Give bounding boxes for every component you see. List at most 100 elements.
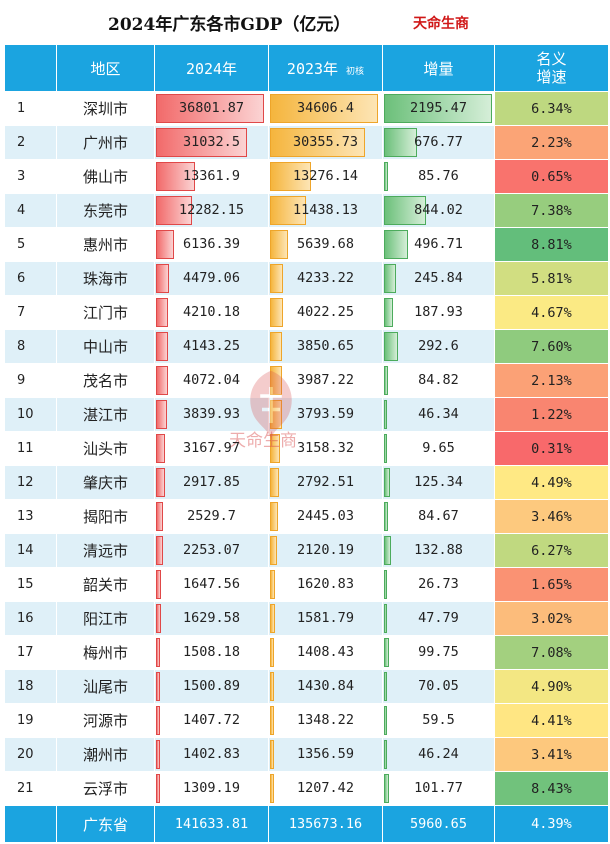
gdp2023-value: 4233.22 xyxy=(297,270,354,286)
increase-value: 2195.47 xyxy=(410,100,467,116)
gdp2024-value: 2917.85 xyxy=(183,474,240,490)
gdp2024-bar xyxy=(156,128,247,157)
table-row: 1 深圳市 36801.87 34606.4 2195.47 6.34% xyxy=(4,91,609,126)
gdp2023-value: 2120.19 xyxy=(297,542,354,558)
table-body: 1 深圳市 36801.87 34606.4 2195.47 6.34% 2 广州市 31032… xyxy=(4,91,609,806)
rank-cell: 21 xyxy=(4,771,57,806)
gdp2024-cell: 2529.7 xyxy=(154,499,269,534)
gdp2023-bar xyxy=(270,332,282,361)
gdp2024-cell: 3839.93 xyxy=(154,397,269,432)
growth-cell: 6.34% xyxy=(494,91,609,126)
header-2023-label: 2023年 xyxy=(286,59,339,78)
increase-value: 70.05 xyxy=(418,678,459,694)
city-cell: 江门市 xyxy=(56,295,155,330)
increase-value: 9.65 xyxy=(422,440,455,456)
city-cell: 阳江市 xyxy=(56,601,155,636)
gdp2024-bar xyxy=(156,400,167,429)
city-cell: 茂名市 xyxy=(56,363,155,398)
table-row: 11 汕头市 3167.97 3158.32 9.65 0.31% xyxy=(4,431,609,466)
increase-bar xyxy=(384,672,387,701)
increase-bar xyxy=(384,638,389,667)
increase-bar xyxy=(384,706,387,735)
table-row: 2 广州市 31032.5 30355.73 676.77 2.23% xyxy=(4,125,609,160)
gdp2023-cell: 3158.32 xyxy=(268,431,383,466)
growth-cell: 0.31% xyxy=(494,431,609,466)
gdp2023-value: 1408.43 xyxy=(297,644,354,660)
table-row: 8 中山市 4143.25 3850.65 292.6 7.60% xyxy=(4,329,609,364)
increase-cell: 59.5 xyxy=(382,703,495,738)
growth-cell: 5.81% xyxy=(494,261,609,296)
gdp2024-value: 1629.58 xyxy=(183,610,240,626)
gdp2023-bar xyxy=(270,536,277,565)
rank-cell: 2 xyxy=(4,125,57,160)
gdp2023-cell: 1620.83 xyxy=(268,567,383,602)
growth-cell: 4.67% xyxy=(494,295,609,330)
increase-cell: 46.24 xyxy=(382,737,495,772)
gdp2024-value: 4479.06 xyxy=(183,270,240,286)
table-row: 14 清远市 2253.07 2120.19 132.88 6.27% xyxy=(4,533,609,568)
increase-value: 46.24 xyxy=(418,746,459,762)
gdp2023-cell: 2792.51 xyxy=(268,465,383,500)
increase-value: 26.73 xyxy=(418,576,459,592)
table-row: 16 阳江市 1629.58 1581.79 47.79 3.02% xyxy=(4,601,609,636)
gdp2024-bar xyxy=(156,230,174,259)
increase-value: 101.77 xyxy=(414,780,463,796)
gdp2024-bar xyxy=(156,604,161,633)
rank-cell: 9 xyxy=(4,363,57,398)
gdp2024-bar xyxy=(156,672,160,701)
gdp2023-value: 3850.65 xyxy=(297,338,354,354)
gdp2023-value: 30355.73 xyxy=(292,134,359,150)
gdp2023-value: 3987.22 xyxy=(297,372,354,388)
gdp2024-cell: 1402.83 xyxy=(154,737,269,772)
header-increase: 增量 xyxy=(382,44,495,92)
increase-bar xyxy=(384,774,389,803)
gdp2023-bar xyxy=(270,502,278,531)
city-cell: 汕尾市 xyxy=(56,669,155,704)
gdp2024-bar xyxy=(156,536,163,565)
growth-cell: 2.23% xyxy=(494,125,609,160)
gdp2024-cell: 6136.39 xyxy=(154,227,269,262)
gdp2024-bar xyxy=(156,740,160,769)
rank-cell: 6 xyxy=(4,261,57,296)
gdp2023-value: 1348.22 xyxy=(297,712,354,728)
growth-cell: 7.38% xyxy=(494,193,609,228)
gdp2024-value: 4072.04 xyxy=(183,372,240,388)
rank-cell: 14 xyxy=(4,533,57,568)
increase-value: 187.93 xyxy=(414,304,463,320)
gdp2023-cell: 11438.13 xyxy=(268,193,383,228)
city-cell: 东莞市 xyxy=(56,193,155,228)
gdp2023-bar xyxy=(270,638,274,667)
increase-cell: 844.02 xyxy=(382,193,495,228)
gdp2024-bar xyxy=(156,468,165,497)
gdp2024-value: 6136.39 xyxy=(183,236,240,252)
gdp2024-bar xyxy=(156,298,168,327)
gdp2023-bar xyxy=(270,570,275,599)
increase-cell: 187.93 xyxy=(382,295,495,330)
rank-cell: 19 xyxy=(4,703,57,738)
table-row: 18 汕尾市 1500.89 1430.84 70.05 4.90% xyxy=(4,669,609,704)
gdp2024-cell: 4143.25 xyxy=(154,329,269,364)
header-2024: 2024年 xyxy=(154,44,269,92)
gdp2024-value: 13361.9 xyxy=(183,168,240,184)
increase-bar xyxy=(384,570,387,599)
increase-value: 132.88 xyxy=(414,542,463,558)
gdp2024-cell: 13361.9 xyxy=(154,159,269,194)
gdp2024-cell: 1407.72 xyxy=(154,703,269,738)
increase-bar xyxy=(384,196,426,225)
gdp2024-value: 1500.89 xyxy=(183,678,240,694)
city-cell: 梅州市 xyxy=(56,635,155,670)
gdp2024-cell: 3167.97 xyxy=(154,431,269,466)
growth-cell: 3.02% xyxy=(494,601,609,636)
gdp2024-cell: 12282.15 xyxy=(154,193,269,228)
gdp2024-bar xyxy=(156,774,160,803)
gdp2023-cell: 4233.22 xyxy=(268,261,383,296)
increase-bar xyxy=(384,94,492,123)
rank-cell: 1 xyxy=(4,91,57,126)
table-row: 15 韶关市 1647.56 1620.83 26.73 1.65% xyxy=(4,567,609,602)
gdp2024-cell: 1629.58 xyxy=(154,601,269,636)
gdp2023-bar xyxy=(270,672,274,701)
increase-bar xyxy=(384,298,393,327)
gdp2023-value: 1581.79 xyxy=(297,610,354,626)
gdp2023-cell: 3793.59 xyxy=(268,397,383,432)
rank-cell: 12 xyxy=(4,465,57,500)
